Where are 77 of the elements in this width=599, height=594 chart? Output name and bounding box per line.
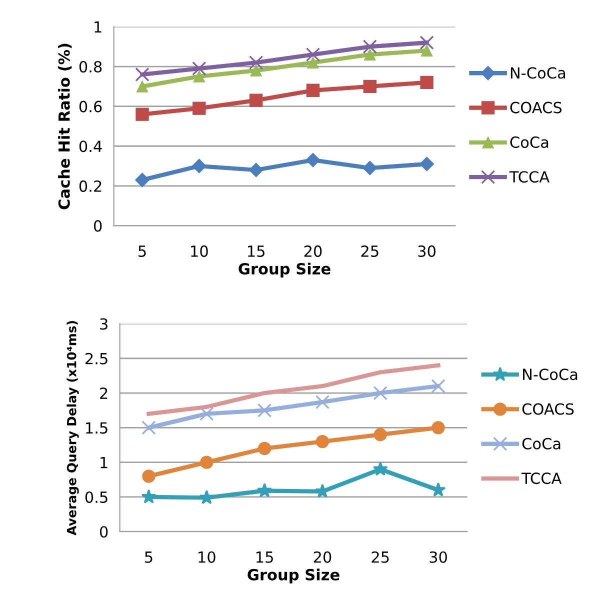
point [363,80,376,94]
point [431,379,446,394]
point [258,442,272,456]
legend-label: N-CoCa [523,368,578,380]
y-tick-label: 1.5 [86,422,108,434]
legend-label: TCCA [509,171,550,183]
y-tick-label: 2 [100,387,108,399]
point [306,152,320,168]
x-tick-label: 5 [145,552,152,563]
x-tick-label: 15 [248,246,264,257]
x-axis-title: Group Size [248,568,340,584]
x-tick-label: 10 [198,551,216,563]
point [192,61,206,76]
point [257,403,272,418]
x-tick-label: 30 [430,551,447,563]
y-tick-label: 0.4 [79,140,102,152]
point [420,44,433,57]
x-tick-label: 20 [314,551,332,563]
point [135,67,150,82]
point [200,456,214,469]
point [192,158,206,174]
line-series [146,363,440,416]
point [372,461,388,476]
x-tick-label: 30 [418,245,436,257]
point [362,40,377,54]
x-tick-label: 25 [372,551,389,563]
y-tick-label: 1 [94,21,102,33]
y-tick-label: 2.5 [86,352,108,364]
point [420,156,434,172]
legend-label: COACS [522,403,574,415]
y-tick-label: 0.8 [79,60,102,73]
x-tick-label: 20 [304,245,322,257]
legend-label: CoCa [510,136,548,148]
x-tick-label: 15 [256,552,273,563]
point [257,482,272,498]
x-tick-label: 25 [361,245,378,257]
point [193,70,206,82]
x-axis-title: Group Size [238,262,330,278]
point [316,434,330,448]
point [141,489,156,504]
y-tick-label: 0 [100,526,108,538]
x-tick-label: 10 [191,245,208,257]
y-tick-label: 0.2 [79,180,102,192]
point [199,490,214,504]
point [306,84,320,98]
point [420,36,434,50]
point [315,394,330,410]
y-axis-title: Average Query Delay (x10⁴ms) [66,321,79,536]
legend-label: TCCA [521,472,562,484]
point [135,172,150,188]
point [142,420,156,435]
point [136,108,149,121]
point [364,48,376,60]
y-tick-label: 1 [100,456,108,468]
y-tick-label: 0.6 [79,100,102,112]
legend-label: N-CoCa [510,67,566,79]
point [192,102,206,115]
y-tick-label: 0 [94,220,102,232]
point [420,76,434,90]
point [250,64,262,76]
point [306,48,320,62]
y-tick-label: 3 [100,318,108,330]
point [248,55,264,70]
legend-label: CoCa [522,438,560,450]
point [432,421,445,434]
point [374,428,387,442]
point [249,94,263,107]
point [142,470,156,483]
point [307,56,319,68]
y-tick-label: 0.5 [85,491,108,503]
y-axis-title: Cache Hit Ratio (%) [58,44,72,210]
x-tick-label: 5 [138,246,146,257]
legend-label: COACS [510,102,562,114]
point [362,160,378,176]
point [136,80,148,92]
point [373,386,388,400]
point [248,162,264,178]
